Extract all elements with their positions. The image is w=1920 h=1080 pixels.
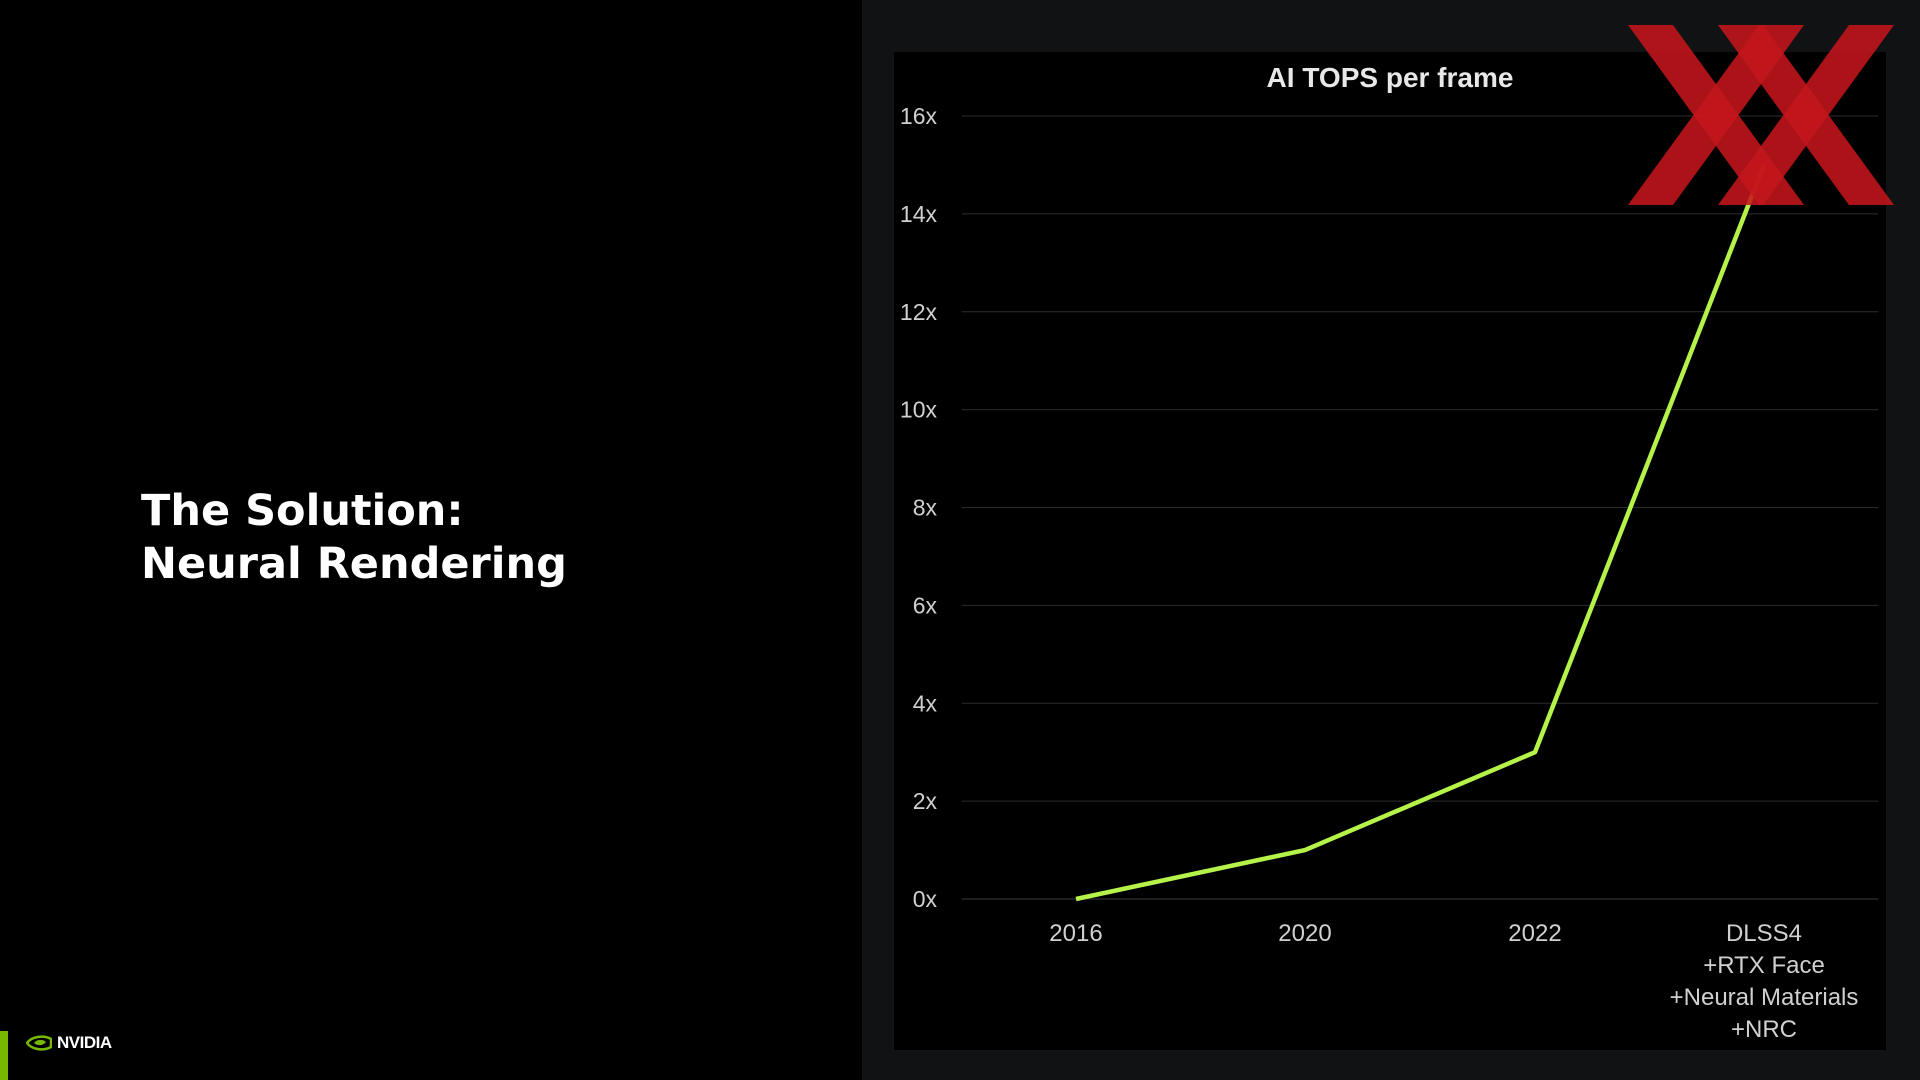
nvidia-wordmark: NVIDIA <box>57 1033 112 1052</box>
nvidia-logo: NVIDIA <box>26 1031 112 1055</box>
x-tick-label: 2020 <box>1278 920 1331 947</box>
chart-gridlines <box>962 115 1878 900</box>
y-axis-ticks: 0x 2x 4x 6x 8x 10x 12x 14x 16x <box>900 103 938 912</box>
xx-logo-icon <box>1628 25 1894 205</box>
slide-title-line-2: Neural Rendering <box>141 539 567 589</box>
y-tick-label: 6x <box>913 592 938 618</box>
y-tick-label: 0x <box>913 886 938 912</box>
y-tick-label: 10x <box>900 397 938 423</box>
x-tick-label: DLSS4 +RTX Face +Neural Materials +NRC <box>1670 920 1859 1043</box>
slide-title-line-1: The Solution: <box>141 486 464 536</box>
chart-series <box>1075 164 1767 902</box>
slide-title: The Solution: Neural Rendering <box>141 485 567 591</box>
chart-title: AI TOPS per frame <box>1267 62 1514 93</box>
y-tick-label: 12x <box>900 299 938 325</box>
y-tick-label: 8x <box>913 495 938 521</box>
series-line <box>1075 164 1767 902</box>
y-tick-label: 16x <box>900 103 938 129</box>
brand-accent-bar <box>0 1031 8 1080</box>
x-axis-ticks: 2016 2020 2022 DLSS4 +RTX Face +Neural Materi… <box>1049 920 1858 1043</box>
y-tick-label: 14x <box>900 201 938 227</box>
x-tick-label: 2016 <box>1049 920 1102 947</box>
y-tick-label: 4x <box>913 690 938 716</box>
chart-frame <box>894 52 1886 1050</box>
x-tick-label: 2022 <box>1508 920 1561 947</box>
y-tick-label: 2x <box>913 788 938 814</box>
nvidia-eye-icon <box>26 1035 52 1051</box>
